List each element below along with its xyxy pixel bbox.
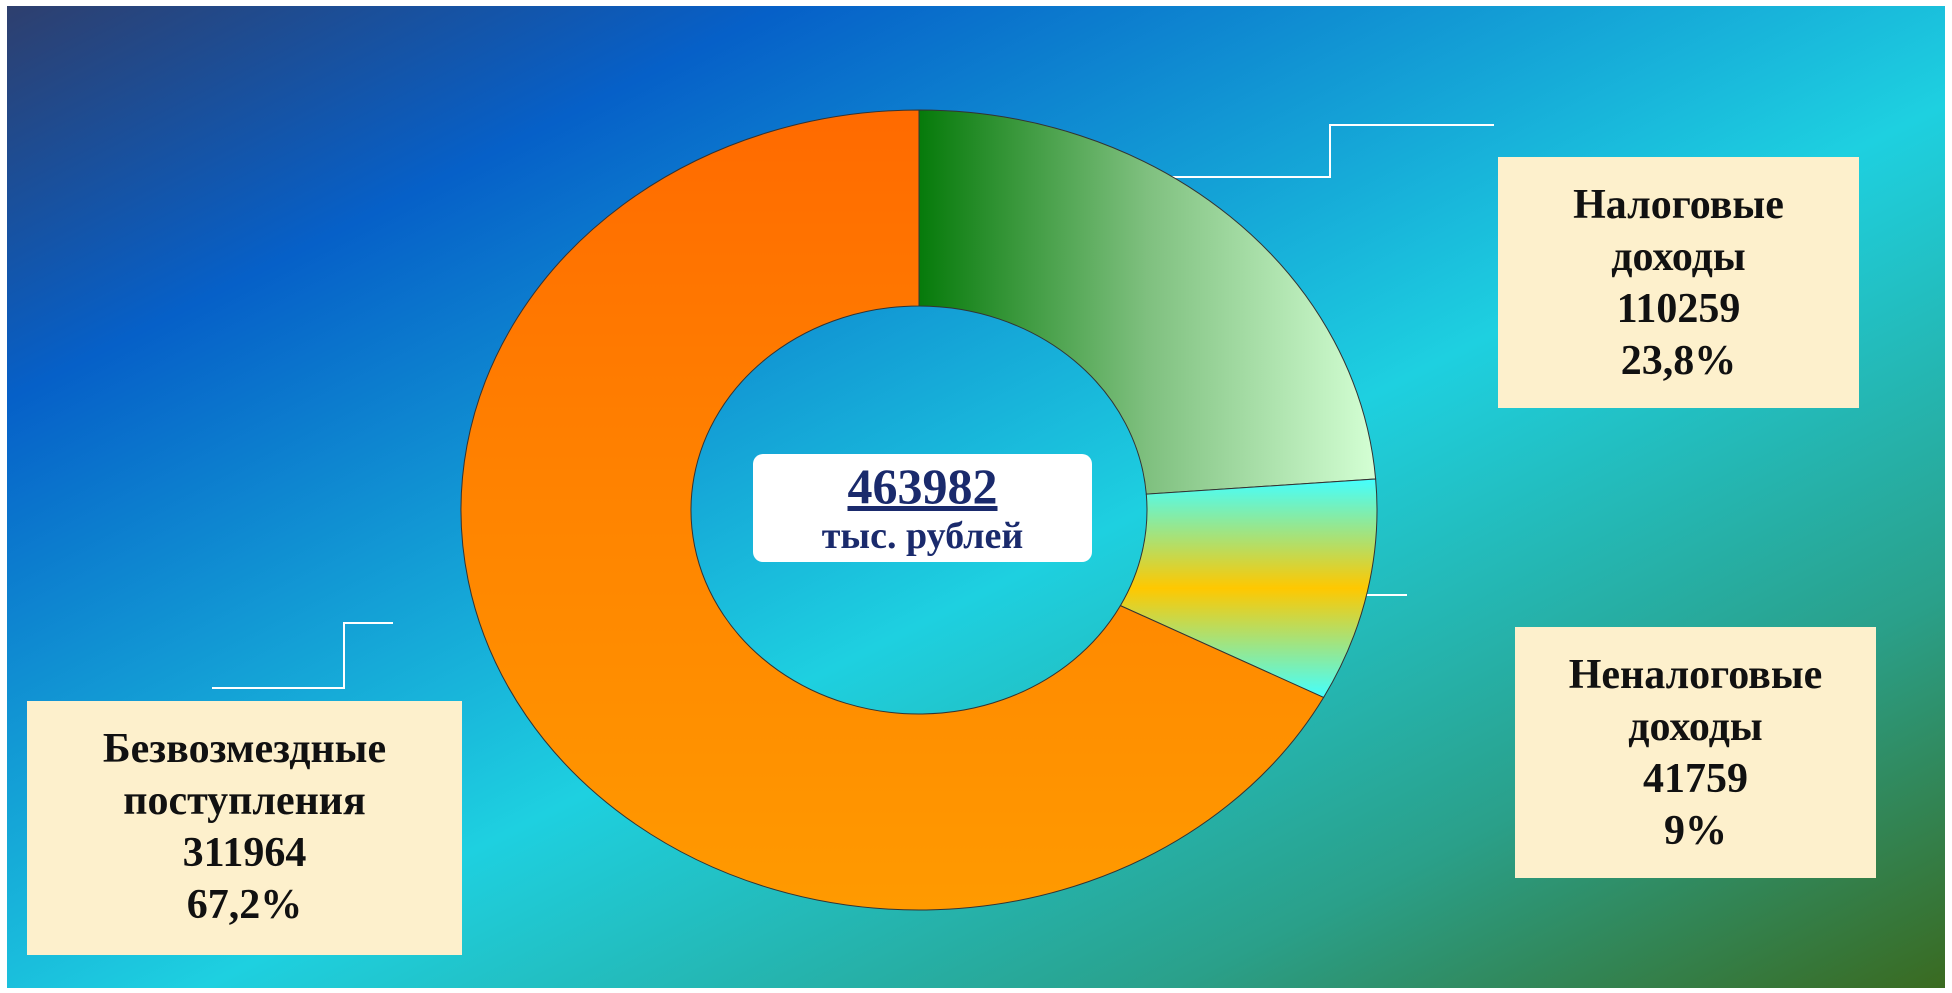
percent-label: 23,8% — [1620, 338, 1737, 384]
leader-line — [1164, 124, 1494, 178]
total-box: 463982 тыс. рублей — [753, 454, 1092, 562]
slice-label: Безвозмездные поступления 311964 67,2% — [27, 701, 462, 955]
percent-label: 9% — [1664, 808, 1727, 854]
slice-label: Налоговые доходы 110259 23,8% — [1498, 157, 1859, 408]
value-label: 311964 — [182, 830, 307, 876]
value-label: 110259 — [1616, 286, 1741, 332]
donut-slice — [918, 109, 1377, 495]
leader-line — [212, 622, 393, 689]
percent-label: 67,2% — [186, 882, 303, 928]
value-label: 41759 — [1643, 756, 1748, 802]
total-unit: тыс. рублей — [821, 515, 1024, 557]
slice-label: Неналоговые доходы 41759 9% — [1515, 627, 1876, 878]
category-name: Неналоговые доходы — [1568, 652, 1823, 750]
category-name: Налоговые доходы — [1573, 182, 1784, 280]
total: 463982 — [847, 458, 998, 514]
category-name: Безвозмездные поступления — [102, 726, 387, 824]
donut-slice — [460, 109, 1325, 911]
